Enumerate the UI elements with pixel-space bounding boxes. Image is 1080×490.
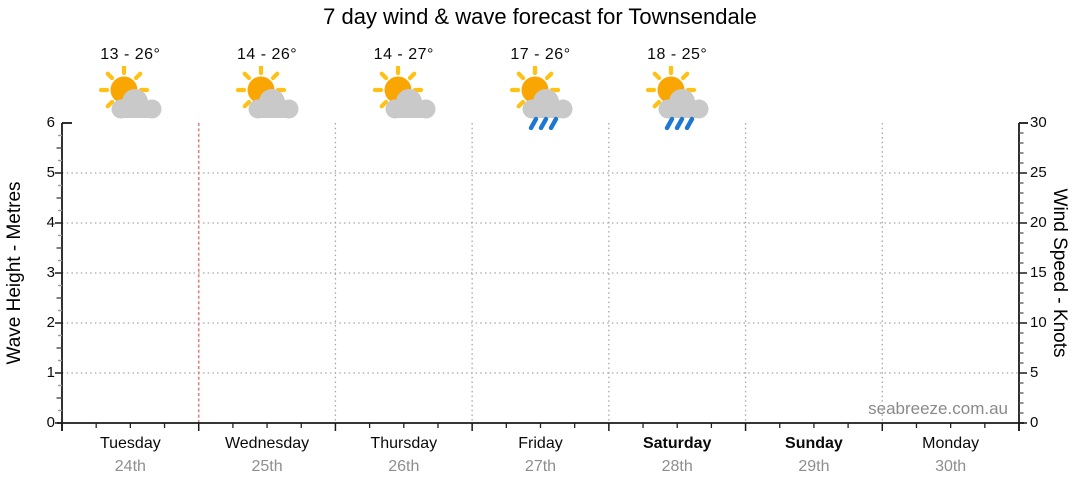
wind-tick-label: 0 — [1030, 414, 1039, 431]
sun-cloud-icon — [96, 64, 168, 135]
day-date-label: 25th — [251, 458, 283, 475]
sun-ray — [270, 71, 280, 81]
wave-tick-label: 6 — [46, 114, 55, 131]
wind-tick-label: 20 — [1030, 214, 1047, 231]
sun-ray — [105, 99, 115, 109]
cloud — [248, 89, 299, 119]
sun-ray — [544, 71, 553, 81]
cloud — [111, 89, 162, 119]
day-date-label: 26th — [388, 458, 420, 475]
sun-ray — [379, 99, 388, 109]
temperature-label: 13 - 26° — [100, 46, 161, 63]
wind-tick-label: 5 — [1030, 364, 1039, 381]
day-date-label: 30th — [935, 458, 967, 475]
day-name-label: Wednesday — [224, 435, 310, 452]
sun-cloud-rain-icon — [507, 64, 579, 135]
sun-ray — [105, 71, 115, 81]
day-name-label: Monday — [922, 435, 980, 452]
sun-ray — [134, 71, 143, 81]
wave-height-axis-title: Wave Height - Metres — [4, 181, 25, 365]
day-date-label: 27th — [524, 458, 557, 475]
wave-tick-label: 5 — [46, 164, 55, 181]
wind-tick-label: 15 — [1030, 264, 1047, 281]
wave-tick-label: 3 — [46, 264, 55, 281]
temperature-label: 18 - 25° — [647, 46, 708, 63]
cloud — [658, 89, 709, 119]
sun-ray — [242, 71, 252, 81]
day-name-label: Saturday — [642, 435, 712, 452]
temperature-label: 17 - 26° — [510, 46, 571, 63]
sun-cloud-rain-icon — [643, 64, 715, 135]
day-date-label: 29th — [798, 458, 830, 475]
wind-speed-axis-title: Wind Speed - Knots — [1049, 188, 1070, 358]
sun-cloud-icon — [233, 64, 305, 135]
sun-ray — [516, 71, 525, 81]
day-name-label: Friday — [518, 435, 563, 452]
wind-tick-label: 10 — [1030, 314, 1047, 331]
watermark: seabreeze.com.au — [868, 399, 1008, 418]
sun-ray — [407, 71, 417, 81]
wave-tick-label: 0 — [46, 414, 55, 431]
wave-tick-label: 1 — [46, 364, 55, 381]
wind-tick-label: 30 — [1030, 114, 1047, 131]
sun-ray — [379, 71, 388, 81]
sun-ray — [516, 99, 525, 109]
day-name-label: Thursday — [370, 435, 438, 452]
wave-tick-label: 4 — [46, 214, 55, 231]
cloud — [522, 89, 572, 119]
sun-ray — [652, 71, 662, 81]
day-name-label: Tuesday — [99, 435, 161, 452]
sun-ray — [681, 71, 690, 81]
chart-title: 7 day wind & wave forecast for Townsenda… — [323, 4, 757, 29]
cloud — [385, 89, 436, 119]
sun-cloud-icon — [370, 64, 442, 135]
rain-streaks — [665, 116, 695, 131]
day-date-label: 28th — [661, 458, 693, 475]
rain-streaks — [528, 116, 558, 131]
day-name-label: Sunday — [785, 435, 843, 452]
wind-tick-label: 25 — [1030, 164, 1047, 181]
temperature-label: 14 - 27° — [373, 46, 434, 63]
wave-tick-label: 2 — [46, 314, 55, 331]
day-date-label: 24th — [114, 458, 146, 475]
sun-ray — [652, 99, 662, 109]
temperature-label: 14 - 26° — [236, 46, 298, 63]
sun-ray — [242, 99, 252, 109]
